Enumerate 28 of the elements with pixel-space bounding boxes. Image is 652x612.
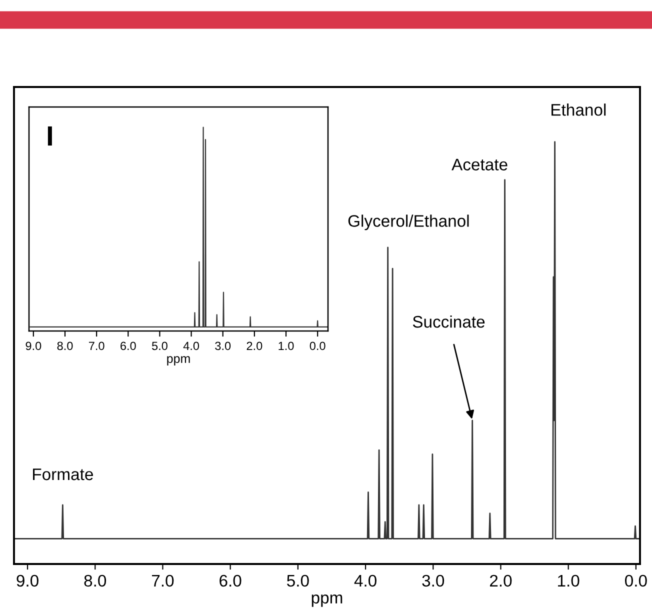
x-tick-label: 7.0 [88,342,104,350]
x-tick-label: 4.0 [183,342,200,350]
x-tick-label: 8.0 [57,342,73,350]
x-tick-label: 1.0 [278,342,294,350]
x-tick-label: 5.0 [152,342,168,350]
x-tick-label: 6.0 [220,574,242,587]
annotation: I [48,126,52,146]
x-tick-label: 0.0 [310,342,326,350]
x-tick-label: 0.0 [625,574,647,587]
x-tick-label: 3.0 [422,574,444,587]
x-tick-label: 9.0 [26,342,42,350]
annotation: Succinate [412,315,485,328]
x-tick-label: 4.0 [354,574,376,587]
x-tick-label: 2.0 [246,342,262,350]
annotation: Formate [33,468,93,480]
x-tick-label: 3.0 [215,342,231,350]
x-tick-label: 8.0 [84,574,106,587]
x-tick-label: 5.0 [287,574,309,587]
annotation: Acetate [452,158,508,170]
x-tick-label: 6.0 [120,342,136,350]
x-tick-label: 1.0 [558,574,580,587]
x-tick-label: 7.0 [152,574,174,587]
x-tick-label: 9.0 [16,574,38,587]
x-axis-title: ppm [312,594,342,607]
x-tick-label: 2.0 [490,574,512,587]
x-axis-title: ppm [167,356,190,366]
annotation: Glycerol/Ethanol [348,214,469,230]
annotation: Ethanol [552,104,606,116]
